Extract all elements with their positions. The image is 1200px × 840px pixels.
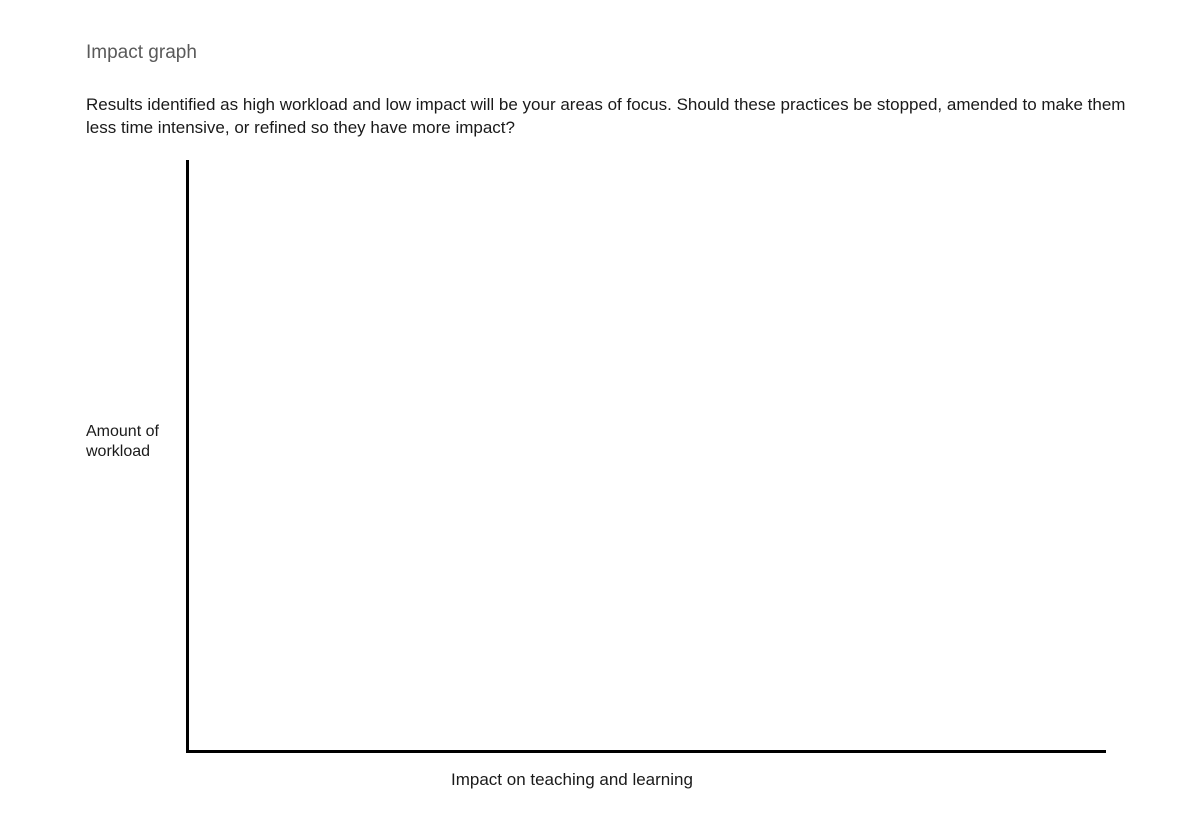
chart-axes [186, 160, 1116, 760]
y-axis-label: Amount ofworkload [86, 422, 159, 462]
page-heading: Impact graph [86, 42, 197, 64]
page-description: Results identified as high workload and … [86, 94, 1126, 140]
x-axis-label: Impact on teaching and learning [451, 770, 693, 790]
impact-chart: Amount ofworkload Impact on teaching and… [86, 160, 1116, 800]
